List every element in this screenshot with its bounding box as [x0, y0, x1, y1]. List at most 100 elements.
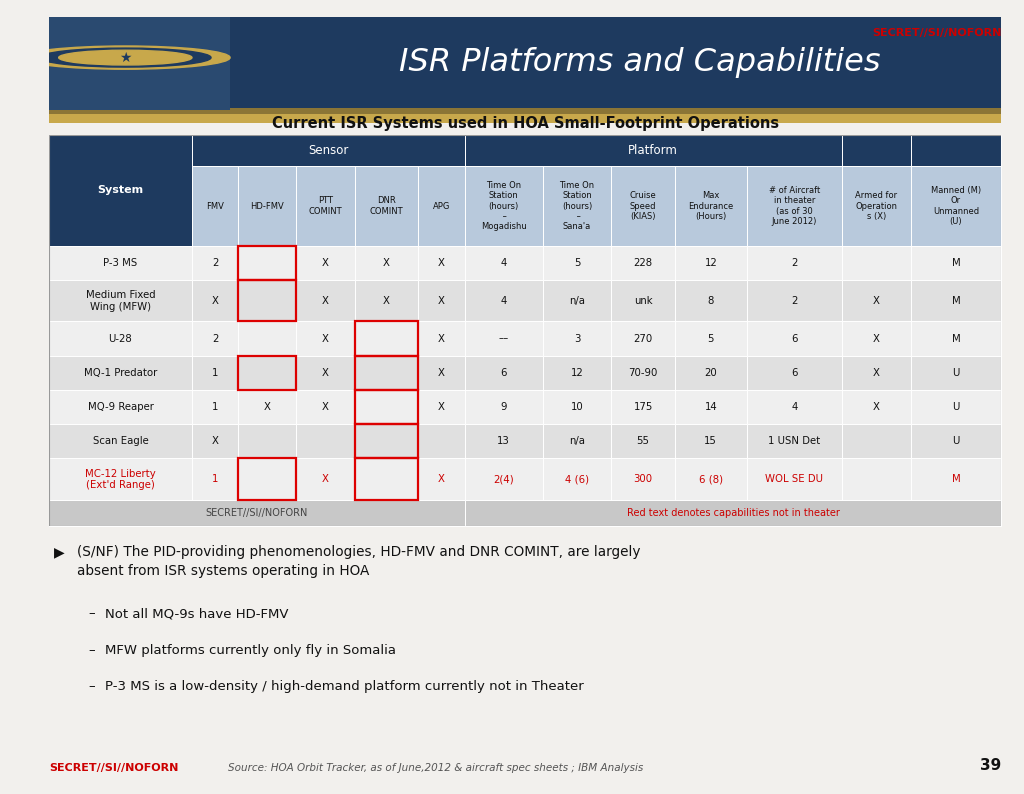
- Text: (S/NF) The PID-providing phenomenologies, HD-FMV and DNR COMINT, are largely
abs: (S/NF) The PID-providing phenomenologies…: [77, 545, 640, 578]
- Text: ––: ––: [499, 333, 509, 344]
- Bar: [297, 322, 354, 356]
- Text: X: X: [872, 333, 880, 344]
- Text: ISR Platforms and Capabilities: ISR Platforms and Capabilities: [398, 48, 881, 79]
- Bar: [418, 390, 465, 424]
- Text: 55: 55: [637, 437, 649, 446]
- Bar: [191, 166, 239, 246]
- Text: 20: 20: [705, 368, 717, 378]
- Bar: [465, 322, 543, 356]
- Bar: [418, 424, 465, 458]
- Bar: [611, 458, 675, 500]
- Text: DNR
COMINT: DNR COMINT: [370, 196, 403, 216]
- Bar: [465, 166, 543, 246]
- Text: 14: 14: [705, 402, 717, 412]
- Bar: [49, 356, 191, 390]
- Bar: [49, 390, 191, 424]
- Text: Not all MQ-9s have HD-FMV: Not all MQ-9s have HD-FMV: [105, 607, 289, 620]
- Text: X: X: [438, 258, 444, 268]
- Text: P-3 MS: P-3 MS: [103, 258, 137, 268]
- Bar: [842, 166, 910, 246]
- Bar: [543, 246, 611, 280]
- Bar: [239, 458, 297, 500]
- Bar: [239, 356, 297, 390]
- Bar: [910, 166, 1001, 246]
- Text: 175: 175: [634, 402, 653, 412]
- Text: U: U: [952, 368, 959, 378]
- Text: ★: ★: [119, 51, 132, 64]
- Bar: [49, 135, 191, 246]
- Text: 70-90: 70-90: [629, 368, 657, 378]
- Bar: [418, 280, 465, 322]
- Text: SECRET//SI//NOFORN: SECRET//SI//NOFORN: [49, 762, 178, 773]
- Text: X: X: [323, 368, 329, 378]
- Text: MC-12 Liberty
(Ext'd Range): MC-12 Liberty (Ext'd Range): [85, 468, 156, 490]
- Bar: [842, 424, 910, 458]
- Text: 1 USN Det: 1 USN Det: [768, 437, 820, 446]
- Text: Time On
Station
(hours)
 –
Sana'a: Time On Station (hours) – Sana'a: [559, 181, 595, 231]
- Bar: [465, 500, 1001, 526]
- Bar: [239, 246, 297, 280]
- Text: 5: 5: [708, 333, 714, 344]
- Text: 8: 8: [708, 296, 714, 306]
- Bar: [675, 390, 746, 424]
- Text: 13: 13: [498, 437, 510, 446]
- Text: Sensor: Sensor: [308, 144, 348, 157]
- Text: 6: 6: [792, 368, 798, 378]
- Text: FMV: FMV: [206, 202, 224, 210]
- Bar: [746, 424, 842, 458]
- Bar: [191, 390, 239, 424]
- Text: SECRET//SI//NOFORN: SECRET//SI//NOFORN: [206, 508, 308, 518]
- Bar: [842, 280, 910, 322]
- Bar: [49, 424, 191, 458]
- Bar: [543, 458, 611, 500]
- Bar: [354, 322, 418, 356]
- Bar: [354, 322, 418, 356]
- Text: X: X: [872, 296, 880, 306]
- Bar: [418, 356, 465, 390]
- Text: X: X: [872, 402, 880, 412]
- Bar: [239, 280, 297, 322]
- Bar: [910, 246, 1001, 280]
- Text: X: X: [872, 368, 880, 378]
- Text: P-3 MS is a low-density / high-demand platform currently not in Theater: P-3 MS is a low-density / high-demand pl…: [105, 680, 585, 693]
- Text: Time On
Station
(hours)
 –
Mogadishu: Time On Station (hours) – Mogadishu: [481, 181, 526, 231]
- Bar: [239, 280, 297, 322]
- Bar: [611, 280, 675, 322]
- Text: 1: 1: [212, 475, 218, 484]
- Bar: [354, 458, 418, 500]
- Bar: [49, 114, 1001, 123]
- Bar: [465, 424, 543, 458]
- Bar: [354, 246, 418, 280]
- Text: Armed for
Operation
s (X): Armed for Operation s (X): [855, 191, 897, 221]
- Bar: [746, 322, 842, 356]
- Text: Manned (M)
Or
Unmanned
(U): Manned (M) Or Unmanned (U): [931, 186, 981, 226]
- Bar: [239, 356, 297, 390]
- Bar: [354, 424, 418, 458]
- Text: –: –: [88, 644, 94, 657]
- Text: X: X: [212, 296, 218, 306]
- Text: # of Aircraft
in theater
(as of 30
June 2012): # of Aircraft in theater (as of 30 June …: [769, 186, 820, 226]
- Bar: [354, 166, 418, 246]
- Text: 6: 6: [792, 333, 798, 344]
- Bar: [49, 17, 230, 110]
- Circle shape: [40, 48, 211, 67]
- Bar: [611, 424, 675, 458]
- Bar: [675, 322, 746, 356]
- Text: X: X: [323, 258, 329, 268]
- Text: 228: 228: [634, 258, 652, 268]
- Circle shape: [58, 50, 193, 65]
- Text: MFW platforms currently only fly in Somalia: MFW platforms currently only fly in Soma…: [105, 644, 396, 657]
- Text: X: X: [323, 402, 329, 412]
- Bar: [910, 356, 1001, 390]
- Text: X: X: [264, 402, 271, 412]
- Bar: [465, 356, 543, 390]
- Text: 2(4): 2(4): [494, 475, 514, 484]
- Bar: [746, 280, 842, 322]
- Bar: [297, 246, 354, 280]
- Bar: [675, 356, 746, 390]
- Text: 2: 2: [792, 296, 798, 306]
- Text: Medium Fixed
Wing (MFW): Medium Fixed Wing (MFW): [86, 290, 156, 311]
- Bar: [842, 356, 910, 390]
- Text: 4: 4: [501, 296, 507, 306]
- Bar: [543, 322, 611, 356]
